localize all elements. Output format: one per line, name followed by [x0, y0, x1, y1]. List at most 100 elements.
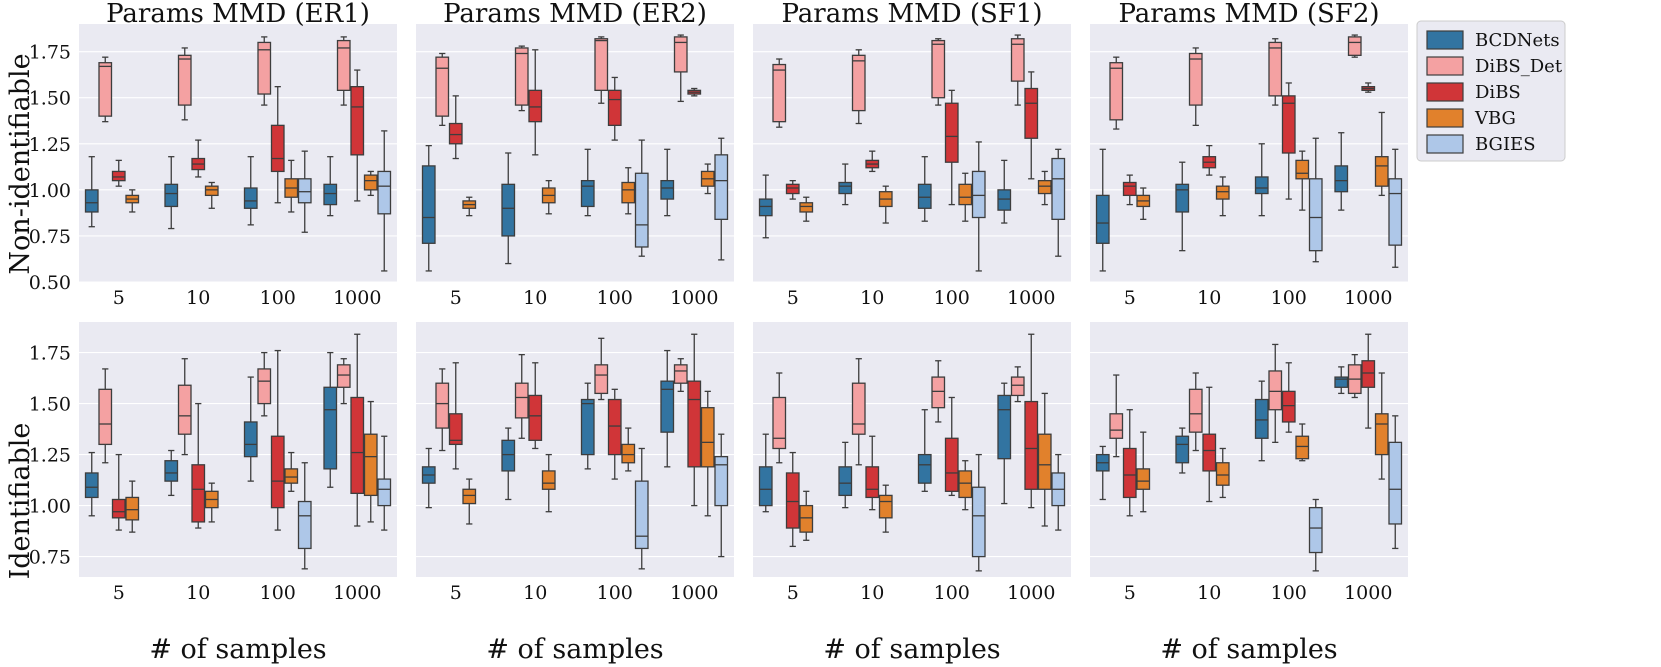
box-bcdnets	[323, 183, 338, 206]
box-dibs	[528, 394, 543, 441]
x-tick-label: 5	[113, 287, 125, 309]
box-dibs-det	[1268, 370, 1283, 411]
x-tick-label: 100	[934, 287, 970, 309]
box-bgies	[714, 455, 729, 507]
box-dibs-det	[257, 41, 272, 95]
x-tick-label: 10	[523, 287, 547, 309]
y-tick-label: 0.75	[29, 547, 71, 569]
x-axis-label: # of samples	[149, 634, 326, 665]
chart-panel-3: Params MMD (SF1) 5 10 100 1000	[753, 0, 1071, 309]
box-dibs-det	[851, 382, 866, 435]
chart-title: Params MMD (ER1)	[106, 0, 370, 29]
x-tick-label: 100	[597, 287, 633, 309]
x-tick-label: 5	[450, 287, 462, 309]
box-bcdnets	[917, 183, 932, 209]
box-dibs	[1024, 87, 1039, 139]
y-tick-label: 0.50	[29, 272, 71, 294]
chart-panel-5: 0.75 1.00 1.25 1.50 1.75 5 10 100 1000	[29, 322, 397, 604]
box-bgies	[634, 172, 649, 248]
box-bcdnets	[917, 453, 932, 484]
box-bgies	[1388, 441, 1403, 525]
legend-swatch-dibs	[1426, 82, 1464, 102]
box-dibs	[785, 183, 800, 195]
chart-title: Params MMD (ER2)	[443, 0, 707, 29]
y-tick-label: 1.25	[29, 445, 71, 467]
y-tick-label: 1.50	[29, 394, 71, 416]
chart-title: Params MMD (SF1)	[781, 0, 1042, 29]
x-tick-label: 100	[260, 287, 296, 309]
x-tick-label: 10	[1197, 287, 1221, 309]
y-tick-label: 1.25	[29, 134, 71, 156]
box-vbg	[125, 496, 140, 521]
box-bcdnets	[323, 386, 338, 470]
x-tick-label: 5	[113, 582, 125, 604]
box-bcdnets	[421, 165, 436, 244]
box-vbg	[621, 181, 636, 204]
box-dibs	[944, 102, 959, 163]
plot-area	[79, 322, 397, 577]
x-tick-label: 1000	[1344, 582, 1392, 604]
box-bcdnets	[758, 198, 773, 217]
y-tick-label: 1.75	[29, 343, 71, 365]
box-dibs	[1361, 360, 1376, 388]
plot-area	[1090, 24, 1408, 282]
box-dibs	[448, 413, 463, 446]
box-vbg	[1295, 159, 1310, 180]
labels-layer: Non-identifiable Identifiable # of sampl…	[5, 53, 1338, 665]
y-tick-label: 1.75	[29, 42, 71, 64]
box-dibs	[1281, 390, 1296, 423]
box-dibs-det	[1109, 413, 1124, 439]
x-tick-label: 1000	[670, 582, 718, 604]
box-dibs-det	[435, 56, 450, 117]
box-dibs	[528, 89, 543, 123]
box-dibs-det	[514, 47, 529, 106]
box-dibs	[270, 124, 285, 173]
row-label-nonidentifiable: Non-identifiable	[5, 53, 36, 274]
box-bgies	[714, 154, 729, 220]
box-bcdnets	[84, 472, 99, 499]
box-bcdnets	[997, 394, 1012, 460]
box-bcdnets	[838, 466, 853, 497]
box-bcdnets	[501, 183, 516, 237]
box-vbg	[958, 183, 973, 206]
box-vbg	[1215, 185, 1230, 200]
box-dibs-det	[257, 368, 272, 405]
x-axis-label: # of samples	[1160, 634, 1337, 665]
box-dibs-det	[594, 38, 609, 91]
box-vbg	[958, 470, 973, 499]
box-bgies	[1308, 506, 1323, 554]
box-dibs	[111, 170, 126, 182]
chart-panel-8: 5 10 100 1000	[1090, 322, 1408, 604]
box-vbg	[621, 443, 636, 464]
box-bgies	[1388, 178, 1403, 246]
x-axis-label: # of samples	[823, 634, 1000, 665]
box-bcdnets	[1334, 376, 1349, 388]
box-bgies	[377, 170, 392, 215]
box-dibs-det	[514, 382, 529, 419]
box-bcdnets	[1175, 183, 1190, 213]
box-dibs-det	[1268, 41, 1283, 97]
box-dibs	[350, 86, 365, 156]
y-tick-label: 1.00	[29, 180, 71, 202]
box-dibs	[687, 380, 702, 468]
box-dibs	[191, 464, 206, 523]
box-bgies	[1051, 157, 1066, 220]
box-dibs-det	[1010, 38, 1025, 82]
box-vbg	[700, 407, 715, 468]
box-bcdnets	[243, 187, 258, 209]
box-dibs	[448, 122, 463, 145]
x-tick-label: 5	[787, 582, 799, 604]
box-vbg	[1136, 468, 1151, 490]
x-tick-label: 1000	[1007, 582, 1055, 604]
box-bcdnets	[501, 439, 516, 472]
box-dibs-det	[1109, 62, 1124, 121]
legend-label-dibs: DiBS	[1475, 82, 1521, 103]
legend-label-vbg: VBG	[1474, 108, 1516, 129]
box-dibs	[1024, 400, 1039, 490]
box-bgies	[297, 178, 312, 204]
legend-swatch-dibs-det	[1426, 56, 1464, 76]
row-label-identifiable: Identifiable	[5, 423, 36, 580]
box-dibs-det	[931, 39, 946, 99]
box-bcdnets	[164, 460, 179, 482]
